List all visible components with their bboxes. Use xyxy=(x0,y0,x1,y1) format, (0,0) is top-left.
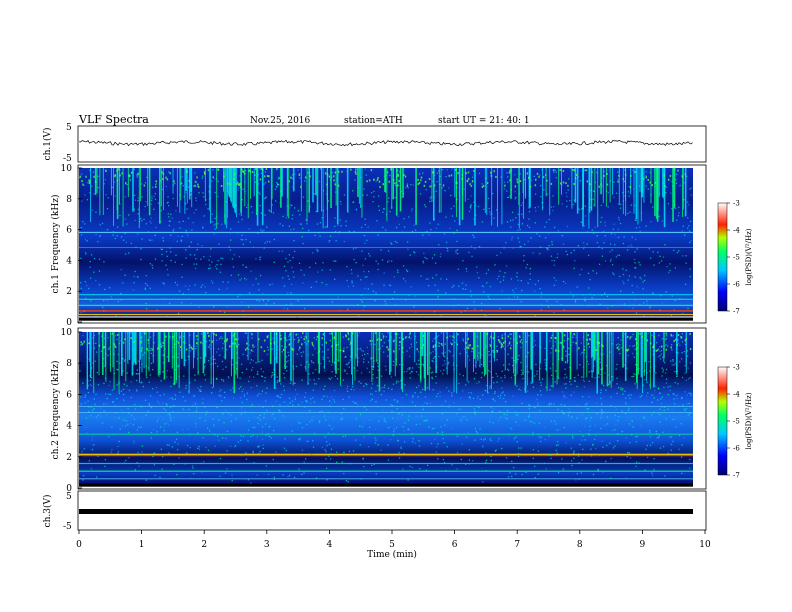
ch2-colorbar: log(PSD)(V²/Hz) -3 -4 -5 -6 -7 xyxy=(717,364,753,480)
ch3-ytick-top: 5 xyxy=(66,492,72,502)
ch1-colorbar: log(PSD)(V²/Hz) -3 -4 -5 -6 -7 xyxy=(717,200,753,316)
ch1-freq-ytick-label: 8 xyxy=(66,195,72,205)
time-tick-label: 5 xyxy=(389,540,395,550)
ch1-freq-ytick-label: 10 xyxy=(61,164,73,174)
ch2-colorbar-scale xyxy=(717,366,728,476)
ch2-colorbar-tick-label: -3 xyxy=(733,364,740,372)
ch1-colorbar-tick-label: -7 xyxy=(733,308,740,316)
ch3-waveform-panel: 5 -5 ch.3(V) xyxy=(42,490,707,532)
time-tick-label: 2 xyxy=(201,540,207,550)
ch1-freq-ytick-label: 4 xyxy=(66,256,72,266)
ch3-ytick-bottom: -5 xyxy=(63,522,72,532)
ch1-colorbar-tick-label: -4 xyxy=(733,227,740,235)
time-tick-label: 3 xyxy=(264,540,270,550)
time-tick-label: 9 xyxy=(640,540,646,550)
ch1-colorbar-label: log(PSD)(V²/Hz) xyxy=(745,228,753,285)
time-axis-label: Time (min) xyxy=(367,549,417,560)
ch2-freq-ytick-label: 10 xyxy=(61,328,73,338)
ch1-spectrogram-ylabel: ch.1 Frequency (kHz) xyxy=(50,195,61,294)
time-tick-label: 4 xyxy=(327,540,333,550)
ch1-spectrogram-frame xyxy=(77,164,707,324)
figure-title: VLF Spectra xyxy=(78,113,149,126)
time-tick-label: 6 xyxy=(452,540,458,550)
ch1-spectrogram-image xyxy=(79,168,693,321)
ch3-waveform-ylabel: ch.3(V) xyxy=(42,495,53,528)
header-station: station=ATH xyxy=(344,116,403,126)
ch1-colorbar-tick-label: -6 xyxy=(733,281,740,289)
ch1-waveform-ylabel: ch.1(V) xyxy=(42,128,53,161)
ch1-ytick-top: 5 xyxy=(66,123,72,133)
header-date: Nov.25, 2016 xyxy=(250,116,311,126)
time-tick-label: 10 xyxy=(699,540,711,550)
ch2-spectrogram-ylabel: ch.2 Frequency (kHz) xyxy=(50,361,61,460)
ch1-waveform-trace xyxy=(78,139,693,147)
ch2-spectrogram-frame xyxy=(77,327,707,490)
ch2-freq-ytick-label: 8 xyxy=(66,359,72,369)
ch1-freq-ytick-label: 2 xyxy=(66,287,72,297)
ch2-colorbar-tick-label: -5 xyxy=(733,418,740,426)
ch1-waveform-frame xyxy=(77,125,707,163)
ch1-ytick-bottom: -5 xyxy=(63,154,72,164)
ch3-waveform-trace xyxy=(79,509,693,514)
time-axis: 0 1 2 3 4 5 6 7 8 9 10 xyxy=(76,530,711,550)
time-tick-label: 0 xyxy=(76,540,82,550)
time-tick-label: 7 xyxy=(514,540,520,550)
ch2-spectrogram-panel: 0 2 4 6 8 10 ch.2 Frequency (kHz) xyxy=(50,327,707,494)
time-tick-label: 8 xyxy=(577,540,583,550)
ch1-colorbar-tick-label: -3 xyxy=(733,200,740,208)
ch2-colorbar-tick-label: -7 xyxy=(733,472,740,480)
ch2-freq-ytick-label: 4 xyxy=(66,422,72,432)
ch2-freq-ytick-label: 0 xyxy=(66,484,72,494)
ch2-colorbar-tick-label: -4 xyxy=(733,391,740,399)
ch2-freq-ytick-label: 2 xyxy=(66,453,72,463)
ch2-colorbar-tick-label: -6 xyxy=(733,445,740,453)
ch1-waveform-panel: 5 -5 ch.1(V) xyxy=(42,123,707,164)
ch1-colorbar-tick-label: -5 xyxy=(733,254,740,262)
ch2-colorbar-label: log(PSD)(V²/Hz) xyxy=(745,392,753,449)
ch1-freq-ytick-label: 0 xyxy=(66,318,72,328)
ch1-colorbar-scale xyxy=(717,202,728,312)
header-start-time: start UT = 21: 40: 1 xyxy=(438,116,530,126)
ch1-freq-ytick-label: 6 xyxy=(66,226,72,236)
ch2-spectrogram-image xyxy=(79,332,693,487)
ch2-freq-ytick-label: 6 xyxy=(66,390,72,400)
time-tick-label: 1 xyxy=(139,540,145,550)
ch1-spectrogram-panel: 0 2 4 6 8 10 ch.1 Frequency (kHz) xyxy=(50,164,707,328)
